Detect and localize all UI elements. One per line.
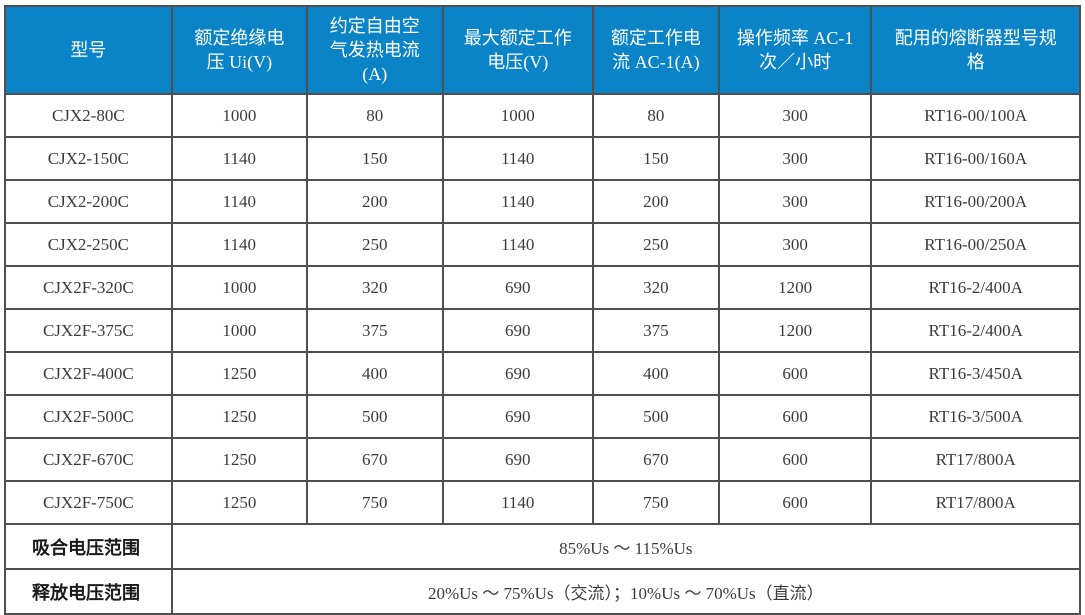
value-cell: 375 [306,308,444,353]
value-cell: 250 [592,222,720,267]
header-cell: 配用的熔断器型号规格 [870,5,1081,95]
model-cell: CJX2-80C [4,93,173,138]
value-cell: RT16-00/250A [870,222,1081,267]
value-cell: 670 [592,437,720,482]
value-cell: 670 [306,437,444,482]
value-cell: 300 [717,93,873,138]
value-cell: 320 [592,265,720,310]
table-row: CJX2F-500C 1250 500 690 500 600 RT16-3/500A [4,394,1081,439]
header-cell: 约定自由空气发热电流(A) [306,5,444,95]
value-cell: RT17/800A [870,480,1081,525]
value-cell: 1140 [170,179,309,224]
header-cell: 额定绝缘电压 Ui(V) [170,5,309,95]
value-cell: 690 [441,394,594,439]
value-cell: 600 [717,480,873,525]
value-cell: 200 [306,179,444,224]
value-cell: 150 [306,136,444,181]
value-cell: 1200 [717,308,873,353]
value-cell: 500 [592,394,720,439]
value-cell: 1140 [441,179,594,224]
value-cell: 300 [717,179,873,224]
value-cell: 250 [306,222,444,267]
value-cell: 375 [592,308,720,353]
value-cell: RT16-2/400A [870,308,1081,353]
footer-label: 释放电压范围 [4,568,173,615]
value-cell: 320 [306,265,444,310]
value-cell: 600 [717,351,873,396]
value-cell: 80 [306,93,444,138]
model-cell: CJX2F-670C [4,437,173,482]
value-cell: 1250 [170,351,309,396]
table-body: CJX2-80C 1000 80 1000 80 300 RT16-00/100A CJX2-… [4,93,1082,615]
table-row: CJX2F-670C 1250 670 690 670 600 RT17/800A [4,437,1081,482]
model-cell: CJX2-250C [4,222,173,267]
table-row: CJX2F-400C 1250 400 690 400 600 RT16-3/450A [4,351,1081,396]
value-cell: 1140 [170,222,309,267]
value-cell: 400 [306,351,444,396]
value-cell: 690 [441,351,594,396]
value-cell: RT16-00/160A [870,136,1081,181]
table-row: CJX2F-320C 1000 320 690 320 1200 RT16-2/400A [4,265,1081,310]
value-cell: 1250 [170,480,309,525]
table-row: CJX2-150C 1140 150 1140 150 300 RT16-00/160A [4,136,1081,181]
header-cell: 最大额定工作电压(V) [441,5,594,95]
table-row: CJX2F-750C 1250 750 1140 750 600 RT17/800A [4,480,1081,525]
value-cell: 150 [592,136,720,181]
value-cell: 1140 [170,136,309,181]
value-cell: 300 [717,136,873,181]
model-cell: CJX2F-500C [4,394,173,439]
value-cell: 750 [592,480,720,525]
value-cell: 1000 [441,93,594,138]
value-cell: RT16-3/450A [870,351,1081,396]
value-cell: 1140 [441,480,594,525]
value-cell: RT17/800A [870,437,1081,482]
value-cell: RT16-00/100A [870,93,1081,138]
model-cell: CJX2F-400C [4,351,173,396]
value-cell: 600 [717,394,873,439]
table-header-row: 型号 额定绝缘电压 Ui(V) 约定自由空气发热电流(A) 最大额定工作电压(V) 额定… [4,5,1081,95]
value-cell: 400 [592,351,720,396]
value-cell: 750 [306,480,444,525]
footer-value: 20%Us ～ 75%Us（交流）；10%Us ～ 70%Us（直流） [170,568,1082,615]
value-cell: 690 [441,308,594,353]
value-cell: 300 [717,222,873,267]
header-cell: 操作频率 AC-1 次／小时 [717,5,873,95]
value-cell: 1140 [441,136,594,181]
value-cell: 1000 [170,265,309,310]
model-cell: CJX2F-375C [4,308,173,353]
table-row: CJX2F-375C 1000 375 690 375 1200 RT16-2/400A [4,308,1081,353]
header-row: 型号 额定绝缘电压 Ui(V) 约定自由空气发热电流(A) 最大额定工作电压(V) 额定… [4,5,1081,95]
value-cell: 690 [441,437,594,482]
value-cell: RT16-3/500A [870,394,1081,439]
footer-label: 吸合电压范围 [4,523,173,570]
value-cell: 1250 [170,437,309,482]
value-cell: 1000 [170,93,309,138]
table-row: CJX2-80C 1000 80 1000 80 300 RT16-00/100A [4,93,1081,138]
footer-row: 释放电压范围 20%Us ～ 75%Us（交流）；10%Us ～ 70%Us（直流… [4,568,1082,615]
table-row: CJX2-200C 1140 200 1140 200 300 RT16-00/200A [4,179,1081,224]
model-cell: CJX2-150C [4,136,173,181]
footer-row: 吸合电压范围 85%Us ～ 115%Us [4,523,1082,570]
value-cell: 690 [441,265,594,310]
value-cell: RT16-2/400A [870,265,1081,310]
contactor-spec-table: 型号 额定绝缘电压 Ui(V) 约定自由空气发热电流(A) 最大额定工作电压(V) 额定… [4,5,1082,615]
header-cell: 型号 [4,5,173,95]
value-cell: RT16-00/200A [870,179,1081,224]
model-cell: CJX2F-320C [4,265,173,310]
value-cell: 200 [592,179,720,224]
value-cell: 1000 [170,308,309,353]
value-cell: 600 [717,437,873,482]
value-cell: 500 [306,394,444,439]
model-cell: CJX2F-750C [4,480,173,525]
value-cell: 1200 [717,265,873,310]
table-row: CJX2-250C 1140 250 1140 250 300 RT16-00/250A [4,222,1081,267]
header-cell: 额定工作电流 AC-1(A) [592,5,720,95]
value-cell: 1250 [170,394,309,439]
footer-value: 85%Us ～ 115%Us [170,523,1082,570]
value-cell: 1140 [441,222,594,267]
value-cell: 80 [592,93,720,138]
model-cell: CJX2-200C [4,179,173,224]
